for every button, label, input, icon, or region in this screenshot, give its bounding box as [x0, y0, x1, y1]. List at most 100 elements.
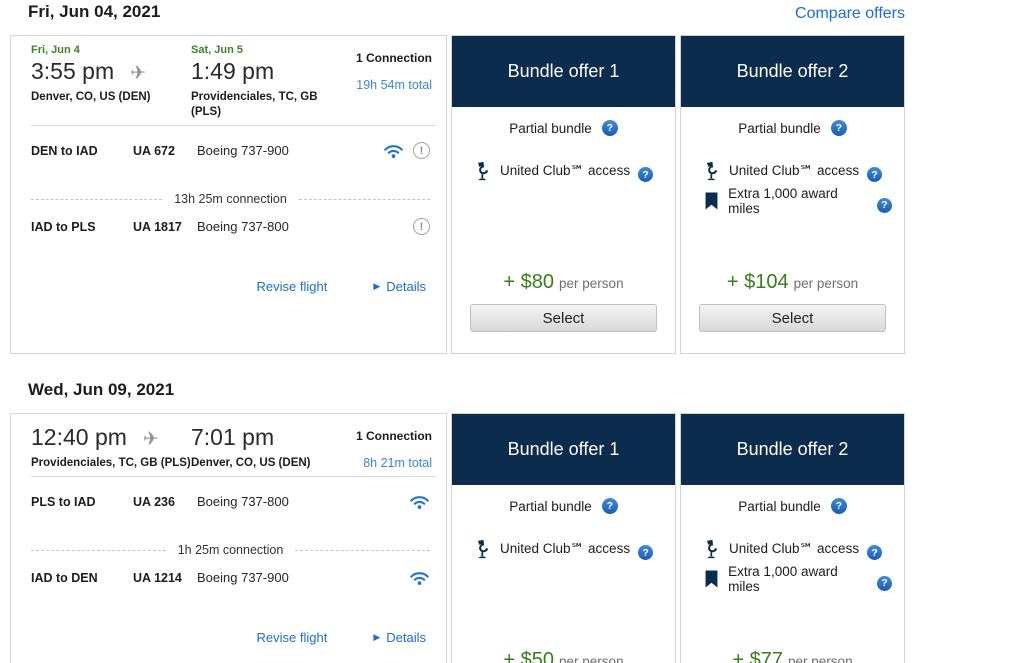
bundle-feature: United Club℠ access ? [697, 536, 892, 561]
price-unit: per person [559, 654, 624, 663]
price-unit: per person [559, 276, 624, 291]
segment-aircraft: Boeing 737-900 [197, 143, 289, 158]
feature-label: United Club℠ access [729, 162, 860, 178]
segment-row: PLS to IAD UA 236 Boeing 737-800 [31, 493, 430, 510]
bundle-price: + $80 [503, 271, 555, 293]
segment-flight-number: UA 1214 [133, 570, 182, 585]
bundle-price: + $50 [503, 649, 555, 663]
divider [31, 476, 436, 477]
connection-divider: 1h 25m connection [31, 543, 431, 557]
bundle-type-label: Partial bundle [509, 120, 592, 136]
section-date-header: Wed, Jun 09, 2021 [28, 380, 175, 399]
flight-header: 12:40 pm ✈ Providenciales, TC, GB (PLS) 7… [11, 414, 446, 471]
help-icon[interactable]: ? [830, 498, 847, 514]
help-icon[interactable]: ? [877, 197, 892, 213]
help-icon[interactable]: ? [830, 120, 847, 136]
help-icon[interactable]: ? [867, 167, 883, 182]
arrival-time: 7:01 pm [191, 424, 275, 450]
compare-offers-link[interactable]: Compare offers [795, 5, 905, 22]
connection-divider: 13h 25m connection [31, 192, 430, 206]
united-club-chair-icon [706, 539, 718, 558]
segment-route: IAD to PLS [31, 219, 96, 234]
revise-flight-link[interactable]: Revise flight [256, 630, 328, 645]
details-link[interactable]: ▶ Details [373, 279, 426, 294]
help-icon[interactable]: ? [877, 575, 892, 591]
segment-route: IAD to DEN [31, 570, 98, 585]
bundle-type-label: Partial bundle [738, 498, 821, 514]
arrival-time: 1:49 pm [191, 58, 275, 84]
bundle-title: Bundle offer 2 [681, 414, 904, 485]
help-icon[interactable]: ? [601, 498, 618, 514]
alert-icon[interactable]: ! [413, 142, 430, 159]
bundle-title: Bundle offer 2 [681, 36, 904, 107]
segment-route: PLS to IAD [31, 494, 96, 509]
feature-label: Extra 1,000 award miles [728, 564, 838, 594]
bundle-feature: Extra 1,000 award miles ? [697, 564, 892, 594]
select-bundle-button[interactable]: Select [470, 304, 657, 332]
bundle-offer-2-card: Bundle offer 2 Partial bundle? United Cl… [680, 35, 905, 354]
chevron-right-icon: ▶ [373, 632, 381, 642]
feature-label: United Club℠ access [500, 540, 631, 556]
airplane-icon: ✈ [142, 429, 159, 450]
section-date-header: Fri, Jun 04, 2021 [28, 2, 161, 21]
bundle-offer-1-card: Bundle offer 1 Partial bundle? United Cl… [451, 413, 676, 663]
price-unit: per person [793, 276, 859, 291]
bundle-type-label: Partial bundle [509, 498, 592, 514]
departure-time: 3:55 pm [31, 58, 115, 84]
arrival-info: Sat, Jun 5 1:49 pm Providenciales, TC, G… [191, 44, 351, 120]
bundle-feature: United Club℠ access ? [468, 536, 663, 561]
departure-location: Denver, CO, US (DEN) [31, 91, 151, 103]
award-miles-ribbon-icon [705, 570, 718, 588]
flight-summary-card: 12:40 pm ✈ Providenciales, TC, GB (PLS) 7… [10, 413, 447, 663]
segment-flight-number: UA 672 [133, 143, 175, 158]
bundle-feature: Extra 1,000 award miles ? [697, 186, 892, 216]
bundle-title: Bundle offer 1 [452, 36, 675, 107]
details-link[interactable]: ▶ Details [373, 630, 426, 645]
feature-label: United Club℠ access [729, 540, 860, 556]
wifi-icon [410, 496, 429, 510]
help-icon[interactable]: ? [601, 120, 618, 136]
select-bundle-button[interactable]: Select [699, 304, 886, 332]
price-unit: per person [788, 654, 853, 663]
help-icon[interactable]: ? [867, 545, 883, 560]
arrival-info: 7:01 pm Denver, CO, US (DEN) [191, 422, 351, 471]
help-icon[interactable]: ? [638, 545, 654, 560]
arrival-date: Sat, Jun 5 [191, 44, 243, 56]
departure-info: 12:40 pm ✈ Providenciales, TC, GB (PLS) [31, 422, 191, 471]
help-icon[interactable]: ? [638, 167, 654, 182]
total-duration-link[interactable]: 8h 21m total [363, 456, 432, 470]
segment-row: IAD to PLS UA 1817 Boeing 737-800 ! [31, 218, 430, 235]
revise-flight-link[interactable]: Revise flight [256, 279, 328, 294]
total-duration-link[interactable]: 19h 54m total [356, 78, 432, 92]
departure-location: Providenciales, TC, GB (PLS) [31, 457, 191, 469]
connection-duration: 1h 25m connection [177, 543, 284, 557]
departure-date: Fri, Jun 4 [31, 44, 80, 56]
offer-row: Fri, Jun 4 3:55 pm ✈ Denver, CO, US (DEN)… [10, 35, 1024, 354]
arrival-location: Providenciales, TC, GB (PLS) [191, 91, 318, 118]
feature-label: Extra 1,000 award miles [728, 186, 838, 216]
award-miles-ribbon-icon [705, 192, 718, 210]
chevron-right-icon: ▶ [373, 281, 381, 291]
wifi-icon [384, 145, 403, 159]
segment-aircraft: Boeing 737-900 [197, 570, 289, 585]
united-club-chair-icon [477, 161, 489, 180]
departure-info: Fri, Jun 4 3:55 pm ✈ Denver, CO, US (DEN) [31, 44, 191, 120]
bundle-title: Bundle offer 1 [452, 414, 675, 485]
connection-duration: 13h 25m connection [174, 192, 287, 206]
bundle-price: + $104 [726, 271, 789, 293]
bundle-price: + $77 [732, 649, 784, 663]
flight-header: Fri, Jun 4 3:55 pm ✈ Denver, CO, US (DEN)… [11, 36, 446, 120]
departure-time: 12:40 pm [31, 424, 127, 450]
segments-list: DEN to IAD UA 672 Boeing 737-900 ! 13h 2… [11, 142, 446, 294]
segment-aircraft: Boeing 737-800 [197, 219, 289, 234]
segment-route: DEN to IAD [31, 143, 98, 158]
connection-count: 1 Connection [355, 51, 432, 65]
segment-flight-number: UA 1817 [133, 219, 182, 234]
alert-icon[interactable]: ! [413, 218, 430, 235]
airplane-icon: ✈ [130, 63, 147, 84]
feature-label: United Club℠ access [500, 162, 631, 178]
bundle-offer-1-card: Bundle offer 1 Partial bundle? United Cl… [451, 35, 676, 354]
united-club-chair-icon [706, 161, 718, 180]
offer-row: 12:40 pm ✈ Providenciales, TC, GB (PLS) 7… [10, 413, 1024, 663]
arrival-location: Denver, CO, US (DEN) [191, 457, 311, 469]
